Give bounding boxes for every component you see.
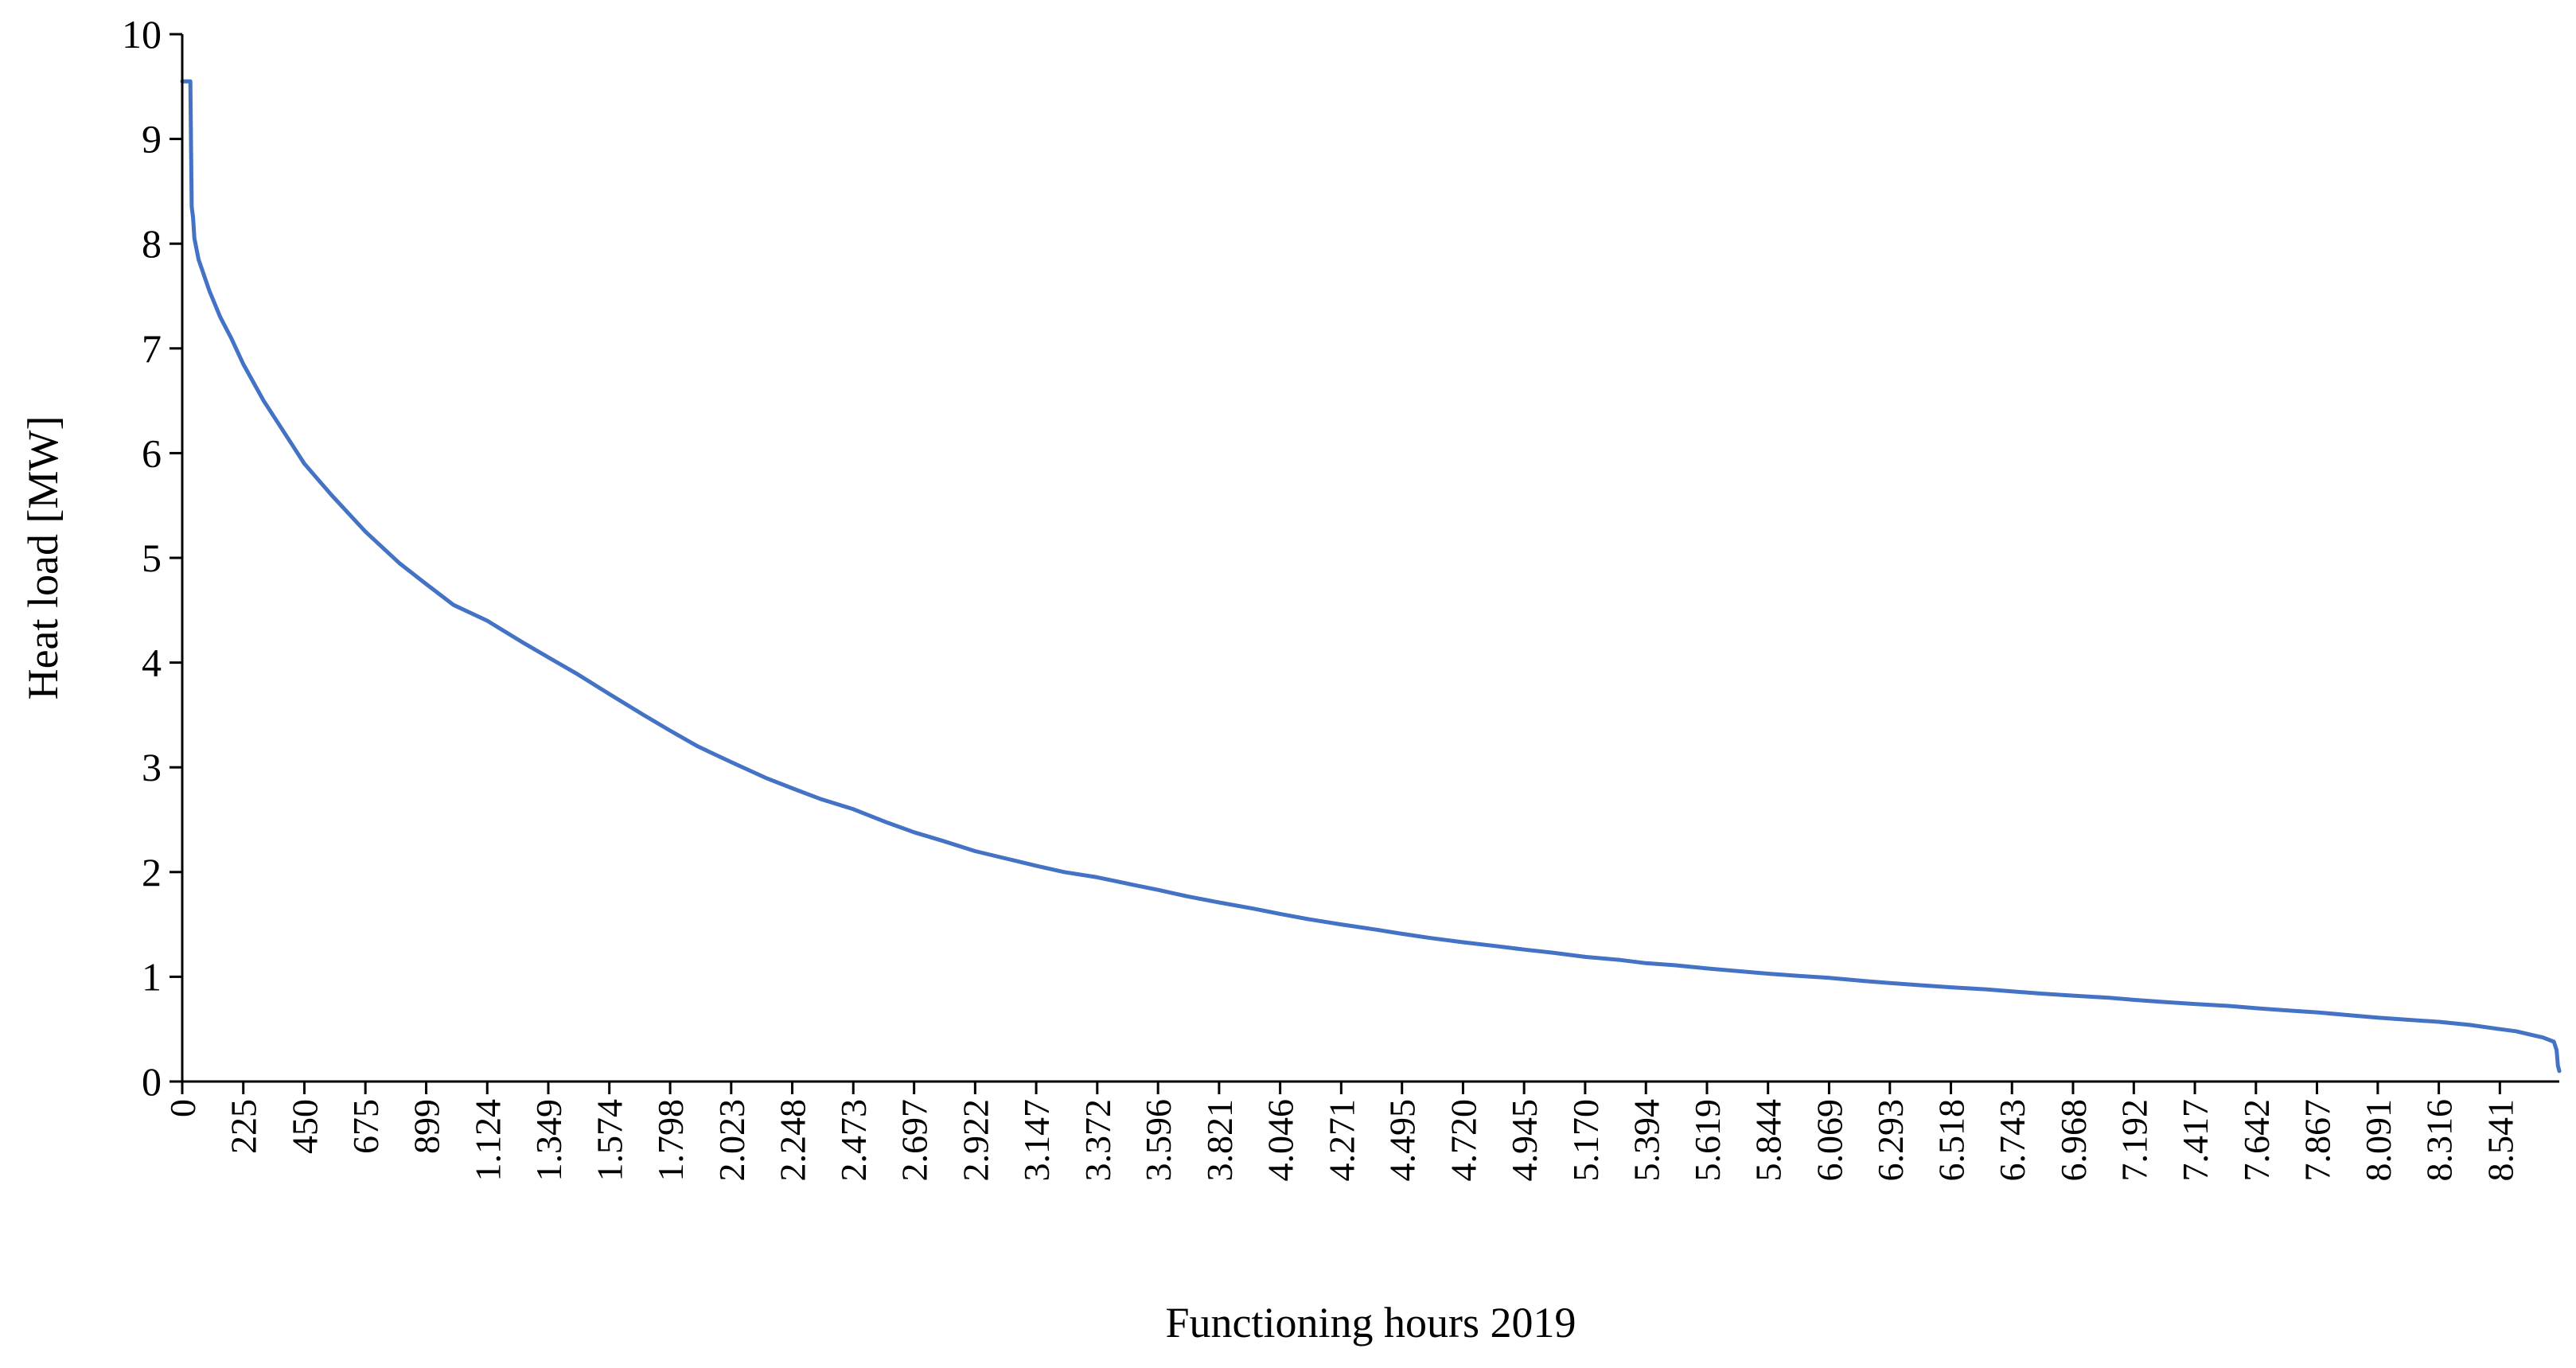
x-tick-label: 3.596 [1138,1099,1179,1182]
x-axis-title: Functioning hours 2019 [1165,1299,1576,1347]
x-tick-label: 7.867 [2297,1099,2338,1182]
x-axis-ticks: 0 225 450 675 899 1.124 1.349 1.574 1.798 2.023 2.… [162,1082,2520,1182]
x-tick-label: 2.697 [894,1099,935,1182]
x-tick-label: 2.023 [711,1099,752,1182]
y-tick-label: 9 [142,117,162,162]
y-tick-label: 0 [142,1059,162,1104]
x-tick-label: 1.798 [650,1099,691,1182]
x-tick-label: 450 [284,1099,325,1154]
x-tick-label: 6.518 [1931,1099,1972,1182]
x-tick-label: 2.922 [955,1099,996,1182]
x-tick-label: 6.968 [2053,1099,2094,1182]
x-tick-label: 7.642 [2236,1099,2277,1182]
x-tick-label: 6.743 [1992,1099,2032,1182]
x-tick-label: 4.945 [1504,1099,1545,1182]
x-tick-label: 8.316 [2419,1099,2460,1182]
y-axis-title: Heat load [MW] [19,416,67,700]
y-tick-label: 1 [142,954,162,999]
x-tick-label: 7.192 [2114,1099,2154,1182]
y-tick-label: 3 [142,745,162,789]
x-tick-label: 5.394 [1626,1099,1666,1182]
x-tick-label: 6.069 [1809,1099,1849,1182]
x-tick-label: 0 [162,1099,203,1117]
series-line-0 [180,79,2562,1074]
x-tick-label: 3.147 [1016,1099,1057,1182]
x-tick-label: 225 [224,1099,264,1154]
x-tick-label: 1.574 [590,1099,630,1182]
x-tick-label: 4.046 [1261,1099,1301,1182]
x-tick-label: 4.271 [1321,1099,1362,1182]
x-tick-label: 2.248 [773,1099,813,1182]
x-tick-label: 3.372 [1078,1099,1118,1182]
x-tick-label: 2.473 [833,1099,874,1182]
y-tick-label: 5 [142,536,162,580]
y-tick-label: 7 [142,326,162,371]
x-tick-label: 8.091 [2358,1099,2399,1182]
y-tick-label: 10 [122,12,162,57]
x-tick-label: 6.293 [1870,1099,1911,1182]
x-tick-label: 1.124 [467,1099,508,1182]
x-tick-label: 3.821 [1199,1099,1240,1182]
y-tick-label: 6 [142,431,162,475]
x-tick-label: 8.541 [2480,1099,2520,1182]
x-tick-label: 1.349 [528,1099,569,1182]
y-axis-ticks: 0 1 2 3 4 5 6 7 8 9 10 [122,12,182,1104]
y-tick-label: 2 [142,850,162,894]
x-tick-label: 675 [345,1099,386,1154]
x-tick-label: 899 [407,1099,447,1154]
x-tick-label: 7.417 [2175,1099,2216,1182]
series-layer [180,79,2562,1074]
x-tick-label: 5.619 [1687,1099,1728,1182]
x-tick-label: 4.495 [1382,1099,1423,1182]
y-tick-label: 4 [142,641,162,685]
x-tick-label: 5.170 [1565,1099,1606,1182]
x-tick-label: 4.720 [1443,1099,1483,1182]
x-tick-label: 5.844 [1748,1099,1789,1182]
y-tick-label: 8 [142,221,162,266]
